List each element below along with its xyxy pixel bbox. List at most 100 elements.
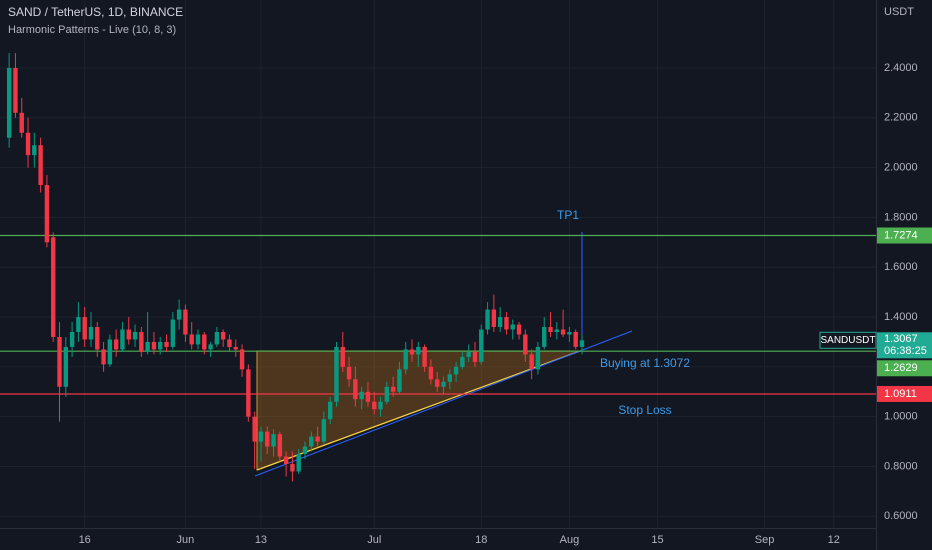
- level-label: 1.0911: [884, 388, 917, 400]
- y-tick-label: 1.8000: [884, 211, 918, 223]
- annotation: Stop Loss: [618, 403, 671, 417]
- candle-body: [397, 369, 402, 392]
- candle-body: [542, 327, 547, 347]
- candle-body: [334, 346, 339, 402]
- candle-body: [579, 340, 585, 347]
- candle-body: [340, 346, 345, 367]
- candle-body: [372, 401, 377, 410]
- candle-body: [365, 391, 371, 402]
- candle-body: [346, 366, 352, 380]
- candle-body: [428, 366, 434, 380]
- candle-body: [189, 334, 194, 345]
- candle-body: [44, 185, 50, 243]
- candle-body: [535, 346, 541, 370]
- symbol-label: SANDUSDT: [820, 335, 875, 346]
- level-label-box: [877, 227, 932, 244]
- candle-body: [560, 329, 566, 335]
- candle-body: [233, 346, 238, 350]
- candle-body: [296, 454, 301, 472]
- candle-body: [353, 379, 358, 400]
- candle-body: [523, 334, 528, 355]
- y-tick-label: 1.4000: [884, 311, 918, 323]
- price-label: 1.3067: [884, 333, 918, 345]
- y-tick-label: 0.6000: [884, 510, 918, 522]
- level-label-box: [877, 360, 932, 377]
- candle-body: [567, 331, 572, 335]
- candle-body: [6, 67, 12, 138]
- candle-body: [239, 349, 245, 370]
- candle-body: [113, 339, 119, 350]
- candle-body: [441, 381, 446, 387]
- candle-body: [497, 317, 503, 328]
- grid: [0, 0, 876, 528]
- price-label-box: [877, 332, 932, 359]
- candle-body: [554, 329, 560, 332]
- trend-line: [254, 330, 633, 477]
- candle-body: [25, 132, 31, 156]
- candle-body: [158, 341, 163, 350]
- candle-body: [435, 379, 440, 387]
- axes: 0.60000.80001.00001.20001.40001.60001.80…: [79, 62, 932, 546]
- candle-body: [227, 339, 232, 347]
- candle-body: [214, 331, 220, 345]
- candle-body: [82, 317, 87, 340]
- candle-body: [132, 331, 138, 340]
- x-tick-label: Sep: [755, 534, 775, 546]
- candle-body: [265, 431, 270, 447]
- candle-body: [95, 327, 100, 350]
- x-tick-label: 13: [255, 534, 267, 546]
- candle-body: [321, 419, 327, 442]
- annotation: TP1: [557, 208, 579, 222]
- candle-body: [101, 349, 106, 365]
- candle-body: [63, 346, 69, 387]
- chart-title: SAND / TetherUS, 1D, BINANCE: [8, 5, 183, 19]
- candle-body: [315, 436, 320, 442]
- countdown-label: 06:38:25: [884, 345, 927, 357]
- candle-body: [302, 446, 308, 455]
- candle-body: [258, 431, 264, 442]
- symbol-label-box: [819, 331, 877, 349]
- candle-body: [220, 331, 226, 340]
- candle-body: [453, 366, 459, 375]
- candle-body: [57, 336, 62, 387]
- candle-body: [573, 331, 578, 347]
- candle-body: [69, 331, 75, 347]
- x-tick-label: 18: [475, 534, 487, 546]
- candle-body: [447, 374, 452, 382]
- annotation: Buying at 1.3072: [600, 356, 690, 370]
- candle-body: [460, 356, 465, 367]
- candle-body: [51, 237, 56, 337]
- x-tick-label: Aug: [560, 534, 580, 546]
- candle-body: [252, 416, 257, 442]
- candle-body: [290, 463, 295, 472]
- y-tick-label: 1.6000: [884, 261, 918, 273]
- candle-body: [390, 386, 396, 392]
- candle-body: [409, 349, 415, 355]
- candle-body: [271, 434, 276, 447]
- candle-body: [309, 436, 314, 447]
- x-tick-label: 16: [79, 534, 91, 546]
- candle-body: [283, 456, 289, 464]
- candle-body: [139, 331, 144, 352]
- x-tick-label: 12: [828, 534, 840, 546]
- y-tick-label: 2.0000: [884, 162, 918, 174]
- candle-body: [479, 329, 484, 362]
- candle-body: [485, 309, 490, 330]
- candle-body: [422, 346, 427, 367]
- candle-body: [246, 369, 251, 417]
- candle-body: [19, 112, 24, 133]
- candle-body: [170, 319, 176, 347]
- candle-body: [359, 391, 364, 400]
- candle-body: [145, 341, 150, 352]
- candle-body: [491, 309, 497, 328]
- candle-body: [378, 401, 383, 410]
- candle-body: [327, 401, 333, 420]
- candle-body: [76, 317, 81, 332]
- candles: [6, 53, 585, 482]
- candle-body: [516, 324, 522, 335]
- candle-body: [416, 346, 421, 355]
- candle-body: [510, 324, 515, 330]
- y-tick-label: 0.8000: [884, 460, 918, 472]
